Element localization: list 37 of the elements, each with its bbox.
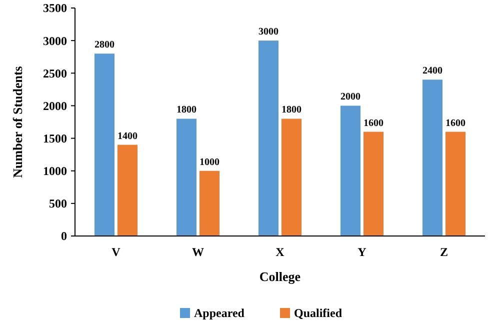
y-tick-label: 2000 bbox=[43, 98, 67, 113]
y-tick-label: 1000 bbox=[43, 164, 67, 178]
data-label: 1400 bbox=[118, 130, 138, 142]
y-tick-label: 1500 bbox=[43, 131, 67, 146]
y-axis-title: Number of Students bbox=[10, 66, 25, 178]
bar bbox=[118, 144, 138, 236]
x-tick-label: Y bbox=[358, 245, 367, 259]
data-label: 2400 bbox=[422, 66, 442, 77]
bar bbox=[176, 118, 196, 236]
legend-label: Appeared bbox=[194, 306, 245, 320]
y-tick-label: 2500 bbox=[43, 66, 67, 80]
bar bbox=[446, 132, 466, 236]
bar bbox=[94, 54, 114, 236]
data-label: 1600 bbox=[364, 118, 384, 129]
data-label: 1800 bbox=[282, 104, 302, 116]
x-tick-label: Z bbox=[440, 245, 448, 259]
bar bbox=[282, 118, 302, 236]
legend-label: Qualified bbox=[294, 306, 342, 320]
data-label: 2800 bbox=[94, 40, 114, 51]
x-axis-title: College bbox=[259, 269, 301, 284]
data-label: 1000 bbox=[200, 156, 220, 168]
y-tick-label: 3500 bbox=[43, 1, 67, 16]
data-label: 3000 bbox=[258, 26, 278, 38]
y-tick-label: 500 bbox=[49, 196, 67, 211]
data-label: 1800 bbox=[176, 104, 196, 116]
y-tick-label: 3000 bbox=[43, 34, 67, 48]
x-tick-label: W bbox=[192, 245, 204, 259]
bar bbox=[340, 106, 360, 236]
data-label: 2000 bbox=[340, 92, 360, 103]
x-tick-label: V bbox=[112, 245, 121, 259]
x-tick-label: X bbox=[276, 245, 285, 259]
data-label: 1600 bbox=[446, 118, 466, 129]
bar bbox=[258, 40, 278, 236]
bar bbox=[422, 80, 442, 236]
bar bbox=[200, 170, 220, 236]
bar bbox=[364, 132, 384, 236]
y-tick-label: 0 bbox=[61, 229, 67, 244]
